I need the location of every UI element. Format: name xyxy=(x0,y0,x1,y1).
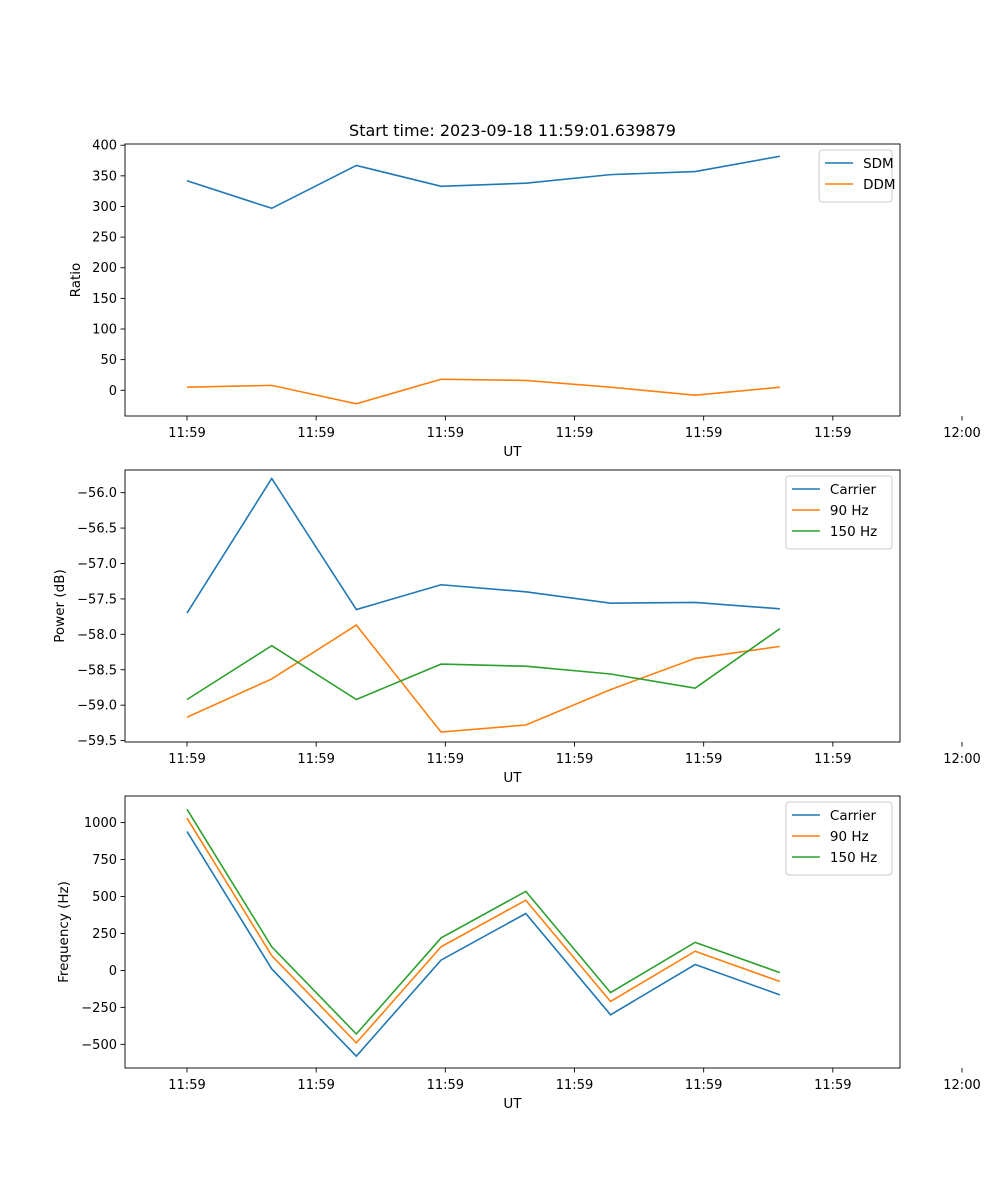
panels: 11:59 11:59 11:59 11:59 11:59 11:59 12:00 0 50 10… xyxy=(52,139,981,1112)
x-tick-label: 11:59 xyxy=(685,752,722,767)
legend-label: Carrier xyxy=(830,808,877,824)
x-tick-label: 11:59 xyxy=(814,752,851,767)
y-tick-label: −56.5 xyxy=(77,522,117,537)
y-tick-label: 750 xyxy=(92,853,117,868)
legend: Carrier 90 Hz 150 Hz xyxy=(785,475,893,550)
x-tick-label: 12:00 xyxy=(943,752,980,767)
y-tick-label: −500 xyxy=(81,1038,117,1053)
figure-title: Start time: 2023-09-18 11:59:01.639879 xyxy=(349,121,676,140)
y-tick-label: 500 xyxy=(92,890,117,905)
y-tick-label: 300 xyxy=(92,200,117,215)
x-tick-label: 11:59 xyxy=(556,752,593,767)
x-tick-label: 11:59 xyxy=(297,1078,334,1093)
legend-label: 90 Hz xyxy=(830,829,869,845)
y-tick-label: −57.5 xyxy=(77,592,117,607)
legend-label: 150 Hz xyxy=(830,850,877,866)
y-tick-label: 100 xyxy=(92,323,117,338)
x-tick-label: 12:00 xyxy=(943,426,980,441)
x-axis-title: UT xyxy=(503,1096,522,1112)
axes-frame xyxy=(124,143,901,417)
x-tick-label: 11:59 xyxy=(168,426,205,441)
x-tick-label: 11:59 xyxy=(556,1078,593,1093)
x-axis-title: UT xyxy=(503,444,522,460)
y-tick-label: −57.0 xyxy=(77,557,117,572)
y-axis-title: Power (dB) xyxy=(52,569,68,642)
series-line-90-hz xyxy=(186,624,780,733)
x-axis-title: UT xyxy=(503,770,522,786)
x-tick-label: 11:59 xyxy=(168,752,205,767)
legend-label: SDM xyxy=(863,156,894,172)
series-line-sdm xyxy=(186,155,781,210)
y-tick-label: 200 xyxy=(92,261,117,276)
series-line-150-hz xyxy=(186,628,781,701)
y-tick-label: 150 xyxy=(92,292,117,307)
legend: Carrier 90 Hz 150 Hz xyxy=(785,801,893,876)
series-line-carrier xyxy=(186,831,781,1058)
y-axis-title: Ratio xyxy=(68,263,84,298)
y-tick-label: 350 xyxy=(92,169,117,184)
y-tick-label: 0 xyxy=(109,384,117,399)
series-line-90-hz xyxy=(186,817,781,1045)
series-line-150-hz xyxy=(186,808,781,1036)
x-tick-label: 11:59 xyxy=(685,1078,722,1093)
y-tick-label: 1000 xyxy=(84,816,117,831)
y-axis-title: Frequency (Hz) xyxy=(56,881,72,983)
x-tick-label: 11:59 xyxy=(297,426,334,441)
y-tick-label: 50 xyxy=(100,353,117,368)
x-tick-label: 11:59 xyxy=(427,426,464,441)
x-tick-label: 11:59 xyxy=(168,1078,205,1093)
x-tick-label: 11:59 xyxy=(297,752,334,767)
y-tick-label: 0 xyxy=(109,964,117,979)
legend: SDM DDM xyxy=(818,149,896,203)
x-tick-label: 11:59 xyxy=(427,1078,464,1093)
y-tick-label: −56.0 xyxy=(77,486,117,501)
y-tick-label: −59.0 xyxy=(77,699,117,714)
chart-panel-1: 11:59 11:59 11:59 11:59 11:59 11:59 12:00 0 50 10… xyxy=(68,139,981,460)
y-tick-label: −58.0 xyxy=(77,628,117,643)
chart-panel-3: 11:59 11:59 11:59 11:59 11:59 11:59 12:00 −500 −… xyxy=(56,795,981,1112)
axes-frame xyxy=(124,795,901,1069)
x-tick-label: 11:59 xyxy=(685,426,722,441)
x-tick-label: 12:00 xyxy=(943,1078,980,1093)
y-tick-label: 250 xyxy=(92,231,117,246)
legend-label: 150 Hz xyxy=(830,524,877,540)
y-tick-label: 400 xyxy=(92,139,117,154)
series-line-carrier xyxy=(186,477,780,614)
y-tick-label: −58.5 xyxy=(77,663,117,678)
chart-panel-2: 11:59 11:59 11:59 11:59 11:59 11:59 12:00 −59.5… xyxy=(52,469,981,786)
y-tick-label: −250 xyxy=(81,1001,117,1016)
y-tick-label: −59.5 xyxy=(77,734,117,749)
x-tick-label: 11:59 xyxy=(814,426,851,441)
legend-label: Carrier xyxy=(830,482,877,498)
y-tick-label: 250 xyxy=(92,927,117,942)
x-tick-label: 11:59 xyxy=(427,752,464,767)
x-tick-label: 11:59 xyxy=(814,1078,851,1093)
legend-label: DDM xyxy=(863,177,895,193)
legend-label: 90 Hz xyxy=(830,503,869,519)
x-tick-label: 11:59 xyxy=(556,426,593,441)
axes-frame xyxy=(124,469,901,743)
series-line-ddm xyxy=(186,378,780,405)
